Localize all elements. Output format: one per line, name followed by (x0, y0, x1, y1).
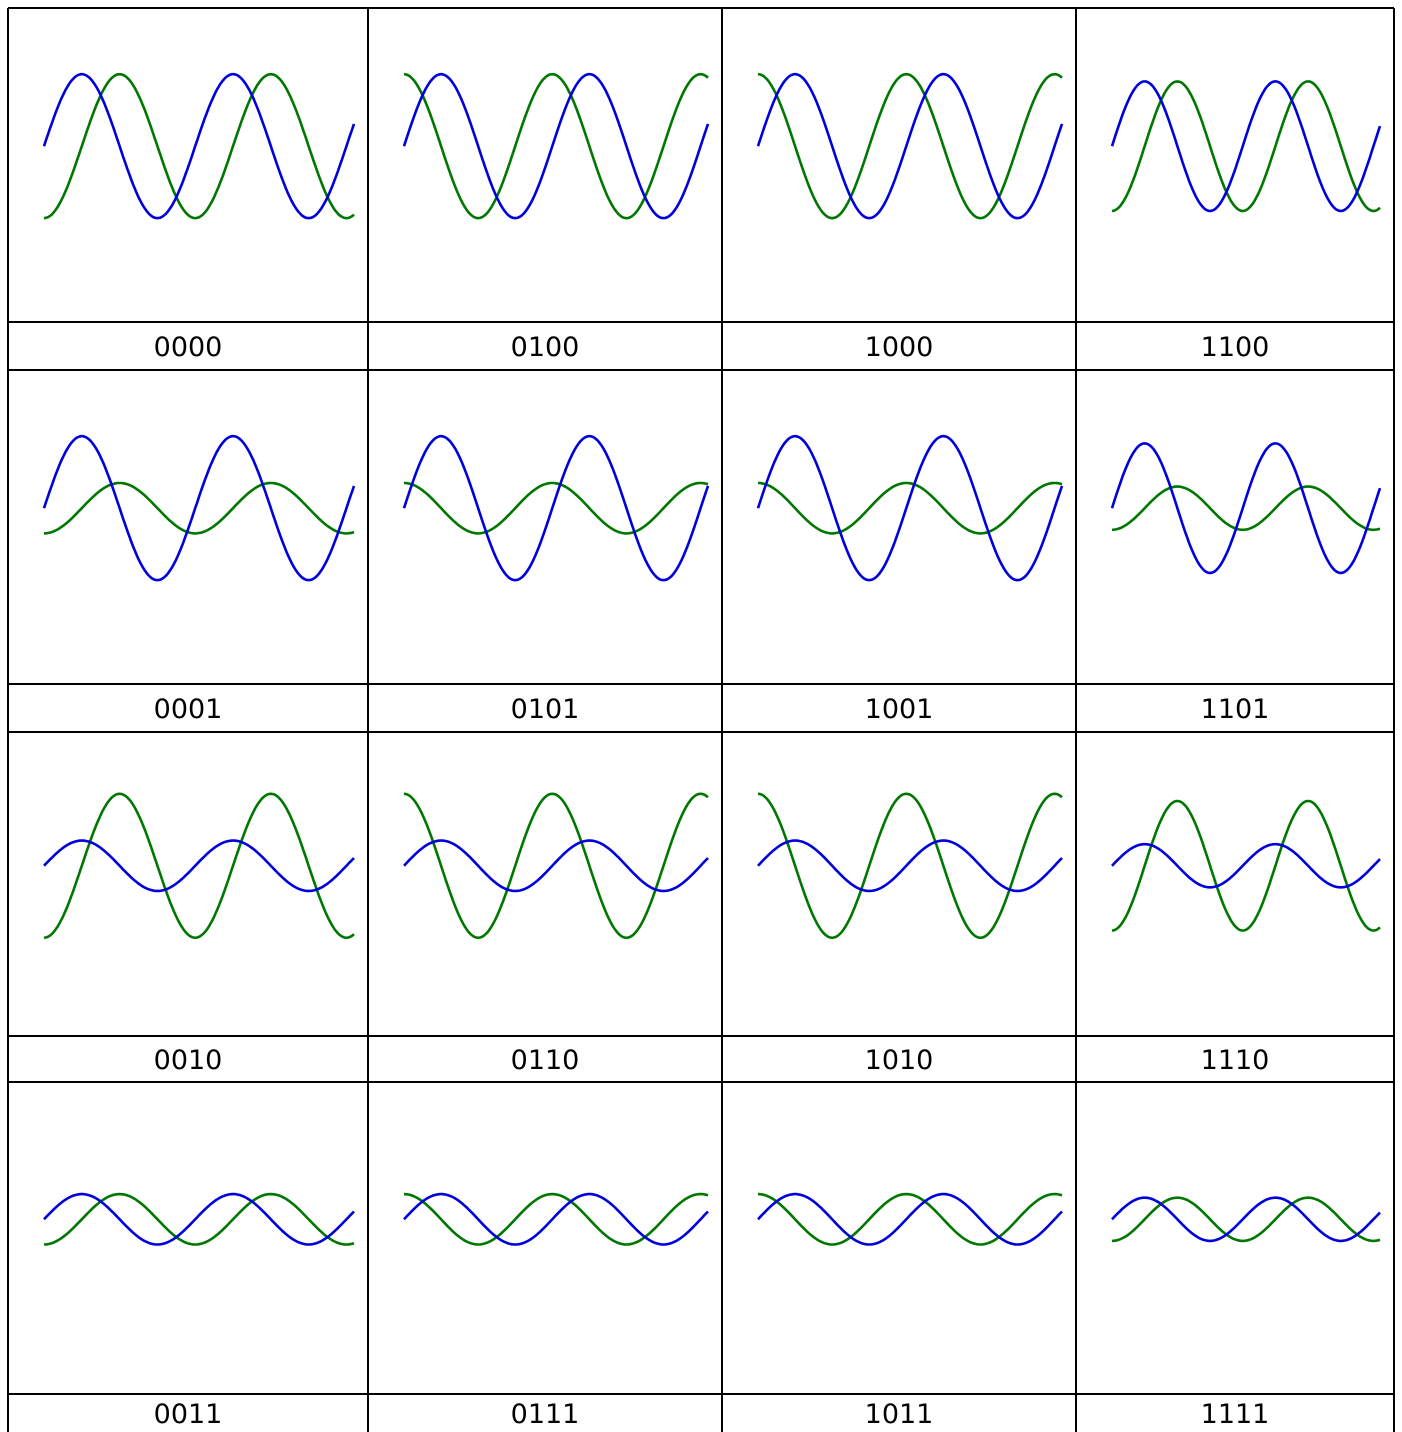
series-line-blue (402, 434, 710, 582)
series-line-blue (402, 72, 710, 220)
series-line-green (43, 792, 355, 940)
series-line-green (1111, 80, 1381, 213)
panel-label: 1111 (1201, 1399, 1270, 1430)
series-line-green (43, 481, 355, 535)
series-line-green (43, 1192, 355, 1246)
panel-label: 1001 (865, 694, 934, 725)
panel-label: 1000 (865, 332, 934, 363)
series-line-green (757, 72, 1063, 220)
panel-label: 0111 (511, 1399, 580, 1430)
series-line-blue (757, 839, 1063, 893)
panel-label: 0110 (511, 1045, 580, 1076)
series-line-blue (43, 1192, 355, 1246)
panel-label: 0101 (511, 694, 580, 725)
series-line-blue (1111, 1196, 1381, 1243)
series-line-blue (756, 434, 1064, 582)
panel-label: 1100 (1201, 332, 1270, 363)
series-line-blue (756, 72, 1064, 220)
series-line-green (43, 72, 355, 220)
panel-label: 1101 (1201, 694, 1270, 725)
series-line-blue (757, 1192, 1063, 1246)
series-line-green (403, 72, 709, 220)
panel-label: 0000 (154, 332, 223, 363)
series-line-green (403, 1192, 709, 1246)
series-line-blue (1110, 80, 1382, 213)
series-line-blue (403, 1192, 709, 1246)
series-line-blue (43, 839, 355, 893)
series-line-green (1111, 485, 1381, 532)
panel-label: 0011 (154, 1399, 223, 1430)
series-line-green (757, 1192, 1063, 1246)
series-line-blue (42, 434, 356, 582)
series-line-blue (42, 72, 356, 220)
panel-label: 1011 (865, 1399, 934, 1430)
series-line-green (404, 481, 709, 535)
series-line-green (757, 792, 1063, 940)
series-line-blue (1111, 842, 1381, 889)
panel-label: 0010 (154, 1045, 223, 1076)
panel-label: 0001 (154, 694, 223, 725)
series-line-green (1111, 799, 1381, 932)
panel-label: 1010 (865, 1045, 934, 1076)
series-line-blue (1110, 442, 1382, 575)
series-line-green (403, 792, 709, 940)
panel-label: 0100 (511, 332, 580, 363)
panel-label: 1110 (1201, 1045, 1270, 1076)
series-line-green (758, 481, 1063, 535)
series-line-blue (403, 839, 709, 893)
series-line-green (1111, 1196, 1381, 1243)
